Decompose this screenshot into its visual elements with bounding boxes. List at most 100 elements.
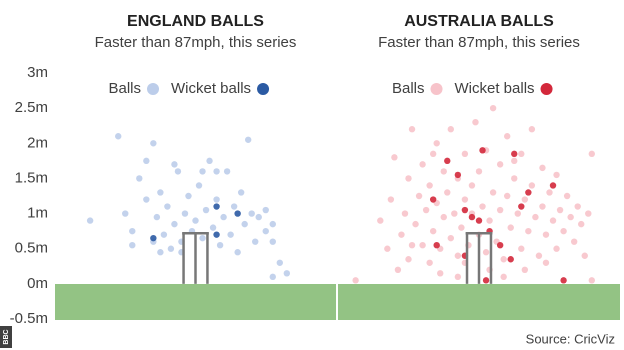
point [171,161,178,168]
point [283,270,291,277]
y-tick-label: 3m [27,64,48,81]
point [415,192,423,200]
point [174,168,182,175]
point [237,189,245,196]
point [269,273,276,281]
point [129,242,136,249]
point [482,249,490,256]
point [511,157,518,165]
point [560,227,567,235]
point [444,157,451,165]
point [461,206,469,214]
legend-label: Balls [392,80,425,97]
point [542,259,550,266]
point [227,231,234,238]
point [532,213,539,221]
point [535,252,543,259]
point [220,213,227,221]
point [444,189,451,196]
point [514,210,521,217]
point [157,249,164,256]
source: Source: CricViz [526,331,615,346]
point [570,238,578,245]
point [185,192,192,200]
legend-label: Wicket balls [455,80,535,97]
point [426,259,433,266]
y-tick-label: 2m [27,134,48,151]
point [440,213,447,221]
point [255,213,262,221]
point [160,231,168,238]
point [202,206,210,214]
point [507,256,514,263]
point [475,168,483,175]
point [588,150,595,158]
point [433,242,440,249]
point [223,168,231,175]
point [143,157,150,165]
point [500,273,507,281]
point [437,270,444,277]
point [525,189,532,196]
y-tick-label: 1m [27,205,48,222]
point [567,213,574,221]
point [454,252,462,259]
point [136,175,143,182]
point [468,182,476,189]
point [479,147,486,154]
point [157,189,164,196]
point [199,234,206,242]
point [461,196,469,203]
point [500,256,507,263]
point [192,217,199,224]
chart-subtitle: Faster than 87mph, this series [95,34,297,51]
point [429,227,437,235]
point [129,227,136,235]
point [401,210,409,217]
y-tick-label: 1.5m [15,169,48,186]
point [252,238,259,245]
point [588,277,595,284]
point [578,220,585,228]
chart-subtitle: Faster than 87mph, this series [378,34,580,51]
point [244,136,252,143]
chart-title: AUSTRALIA BALLS [404,13,554,30]
point [454,171,462,179]
point [412,220,419,228]
point [426,182,433,189]
point [377,217,384,224]
point [461,150,469,158]
legend-label: Wicket balls [171,80,251,97]
point [391,154,398,161]
point [468,213,476,221]
point [447,126,454,133]
point [269,220,276,228]
point [143,196,150,203]
point [429,150,437,158]
point [518,245,525,252]
point [496,242,504,249]
point [213,196,220,203]
point [496,161,504,168]
point [384,245,391,252]
point [549,217,557,224]
point [269,238,276,245]
y-tick-label: 0m [27,275,48,292]
point [556,206,564,214]
point [230,203,238,210]
point [405,175,412,182]
point [433,140,440,147]
point [479,203,486,210]
point [122,210,129,217]
point [549,182,557,189]
point [553,171,560,179]
point [394,266,402,273]
point [181,210,189,217]
point [521,196,529,203]
legend-marker [147,83,160,95]
point [150,140,157,147]
legend-label: Balls [109,80,142,97]
point [585,210,592,217]
point [195,182,203,189]
